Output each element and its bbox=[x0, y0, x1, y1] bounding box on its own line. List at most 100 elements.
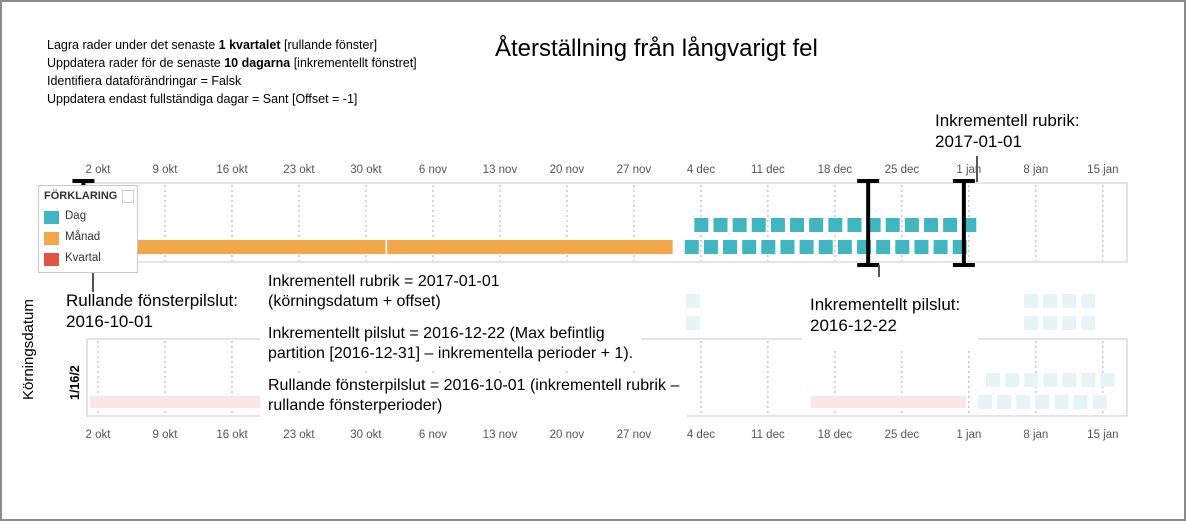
x-tick-label-top: 23 okt bbox=[283, 164, 315, 176]
legend-title: FÖRKLARING bbox=[44, 190, 118, 202]
settings-panel: Lagra rader under det senaste 1 kvartale… bbox=[47, 36, 417, 108]
month-partition-bar bbox=[387, 240, 673, 254]
x-tick-label-top: 9 okt bbox=[153, 164, 179, 176]
x-tick-label-bottom: 18 dec bbox=[818, 429, 853, 441]
x-tick-label-bottom: 2 okt bbox=[86, 429, 112, 441]
day-swatch bbox=[44, 211, 59, 224]
faded-day-block bbox=[1073, 395, 1088, 409]
day-partition-block bbox=[818, 240, 833, 254]
x-tick-label-top: 8 jan bbox=[1023, 164, 1048, 176]
faded-day-block bbox=[1024, 373, 1039, 387]
x-tick-label-top: 25 dec bbox=[885, 164, 920, 176]
faded-day-block bbox=[1092, 395, 1107, 409]
day-partition-block bbox=[723, 240, 738, 254]
day-partition-block bbox=[751, 218, 766, 232]
x-tick-label-bottom: 8 jan bbox=[1023, 429, 1048, 441]
x-tick-label-bottom: 27 nov bbox=[617, 429, 652, 441]
month-swatch bbox=[44, 232, 59, 245]
day-partition-block bbox=[799, 240, 814, 254]
faded-quarter-bar bbox=[811, 396, 966, 408]
faded-day-block bbox=[1016, 395, 1031, 409]
day-partition-block bbox=[770, 218, 785, 232]
faded-day-block bbox=[686, 294, 700, 308]
day-partition-block bbox=[876, 240, 891, 254]
x-tick-label-bottom: 30 okt bbox=[350, 429, 382, 441]
bottom-axis-ticks: 2 okt 9 okt 16 okt 23 okt 30 okt 6 nov 13 nov 2… bbox=[86, 429, 1119, 441]
day-partition-block bbox=[885, 218, 900, 232]
faded-day-block bbox=[1054, 395, 1069, 409]
x-tick-label-bottom: 4 dec bbox=[687, 429, 715, 441]
x-tick-label-top: 30 okt bbox=[350, 164, 382, 176]
day-partition-block bbox=[837, 240, 852, 254]
x-tick-label-bottom: 6 nov bbox=[419, 429, 447, 441]
faded-day-block bbox=[1024, 316, 1038, 330]
x-tick-label-top: 16 okt bbox=[216, 164, 248, 176]
incremental-header-label: Inkrementell rubrik: 2017-01-01 bbox=[935, 111, 1080, 151]
faded-day-block bbox=[1081, 316, 1096, 330]
settings-line-incremental: Uppdatera rader för de senaste 10 dagarn… bbox=[47, 56, 417, 70]
x-tick-label-bottom: 23 okt bbox=[283, 429, 315, 441]
x-tick-label-bottom: 1 jan bbox=[956, 429, 981, 441]
x-tick-label-top: 2 okt bbox=[86, 164, 112, 176]
faded-day-block bbox=[1035, 395, 1050, 409]
x-tick-label-bottom: 15 jan bbox=[1087, 429, 1118, 441]
day-partition-block bbox=[895, 240, 910, 254]
faded-day-block bbox=[686, 316, 700, 330]
settings-line-complete-days: Uppdatera endast fullständiga dagar = Sa… bbox=[47, 92, 358, 106]
day-partition-block bbox=[914, 240, 929, 254]
x-tick-label-bottom: 25 dec bbox=[885, 429, 920, 441]
x-tick-label-top: 15 jan bbox=[1087, 164, 1118, 176]
faded-day-block bbox=[1043, 373, 1058, 387]
day-partitions bbox=[684, 218, 977, 254]
day-partition-block bbox=[684, 240, 699, 254]
incremental-header-annotation: Inkrementell rubrik = 2017-01-01 (körnin… bbox=[260, 272, 508, 316]
quarter-swatch bbox=[44, 253, 59, 266]
settings-line-detect-changes: Identifiera dataförändringar = Falsk bbox=[47, 74, 242, 88]
faded-day-block bbox=[1024, 294, 1038, 308]
faded-day-block bbox=[1062, 294, 1077, 308]
x-tick-label-top: 27 nov bbox=[617, 164, 652, 176]
month-partition-bar bbox=[90, 240, 386, 254]
faded-day-block bbox=[1043, 316, 1058, 330]
month-partitions bbox=[90, 240, 673, 254]
top-axis-ticks: 2 okt 9 okt 16 okt 23 okt 30 okt 6 nov 13 nov 2… bbox=[86, 164, 1119, 176]
day-partition-block bbox=[703, 240, 718, 254]
run-date-row-label: 1/16/2 bbox=[68, 365, 82, 400]
x-tick-label-top: 18 dec bbox=[818, 164, 853, 176]
day-partition-block bbox=[943, 218, 958, 232]
day-partition-block bbox=[904, 218, 919, 232]
day-partition-block bbox=[828, 218, 843, 232]
incremental-end-annotation: Inkrementellt pilslut = 2016-12-22 (Max … bbox=[260, 324, 642, 370]
day-partition-block bbox=[847, 218, 862, 232]
x-tick-label-bottom: 11 dec bbox=[751, 429, 785, 441]
faded-partitions bbox=[90, 294, 1115, 409]
faded-day-block bbox=[986, 373, 1000, 387]
x-tick-label-bottom: 9 okt bbox=[153, 429, 179, 441]
faded-day-block bbox=[997, 395, 1012, 409]
diagram-title: Återställning från långvarigt fel bbox=[495, 35, 818, 62]
x-tick-label-bottom: 16 okt bbox=[216, 429, 248, 441]
day-partition-block bbox=[790, 218, 805, 232]
faded-day-block bbox=[1043, 294, 1058, 308]
x-tick-label-top: 1 jan bbox=[956, 164, 981, 176]
rolling-window-end-annotation: Rullande fönsterpilslut = 2016-10-01 (in… bbox=[260, 376, 688, 420]
faded-quarter-bar bbox=[90, 396, 262, 408]
x-tick-label-top: 11 dec bbox=[751, 164, 785, 176]
day-partition-block bbox=[732, 218, 747, 232]
faded-day-block bbox=[1005, 373, 1020, 387]
rolling-window-end-label: Rullande fönsterpilslut: 2016-10-01 bbox=[66, 291, 238, 331]
x-tick-label-top: 6 nov bbox=[419, 164, 447, 176]
day-partition-block bbox=[713, 218, 728, 232]
day-partition-block bbox=[924, 218, 939, 232]
x-tick-label-top: 4 dec bbox=[687, 164, 715, 176]
day-partition-block bbox=[780, 240, 795, 254]
x-tick-label-top: 13 nov bbox=[483, 164, 518, 176]
day-partition-block bbox=[761, 240, 776, 254]
day-partition-block bbox=[694, 218, 709, 232]
faded-day-block bbox=[1081, 373, 1096, 387]
day-partition-block bbox=[933, 240, 948, 254]
x-tick-label-bottom: 20 nov bbox=[550, 429, 585, 441]
faded-day-block bbox=[1062, 316, 1077, 330]
